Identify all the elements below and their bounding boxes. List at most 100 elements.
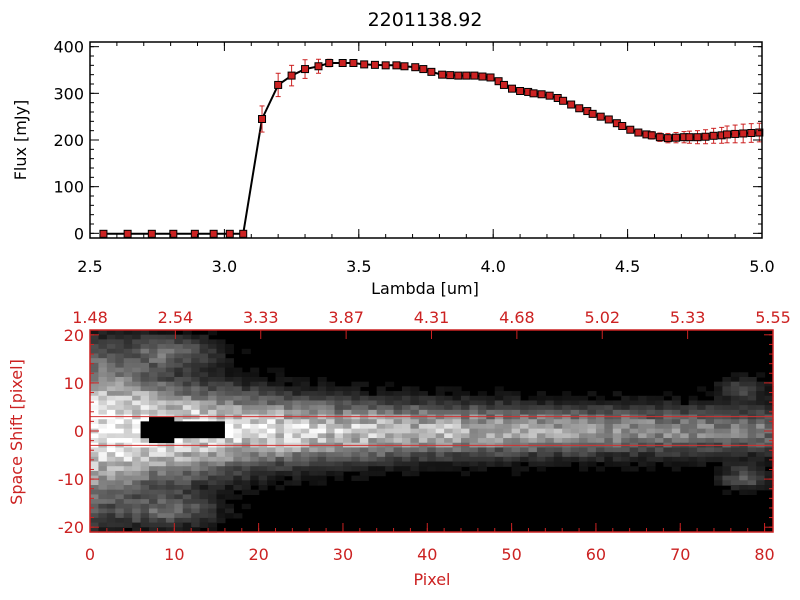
image-pixel — [562, 456, 572, 463]
image-pixel — [174, 348, 184, 355]
wavelength-top-tick-label: 3.87 — [328, 308, 364, 327]
image-pixel — [174, 517, 184, 524]
image-pixel — [469, 452, 479, 458]
image-pixel — [722, 428, 732, 434]
image-pixel — [747, 405, 757, 411]
image-pixel — [275, 447, 285, 453]
image-pixel — [747, 409, 757, 416]
image-pixel — [747, 447, 757, 453]
image-pixel — [342, 414, 352, 420]
image-pixel — [106, 494, 116, 500]
image-pixel — [250, 452, 260, 458]
image-pixel — [132, 480, 142, 486]
image-pixel — [461, 391, 471, 397]
image-pixel — [267, 414, 277, 420]
image-pixel — [562, 433, 572, 439]
image-pixel — [283, 452, 293, 458]
image-pixel — [199, 414, 209, 420]
image-pixel — [444, 433, 454, 439]
image-pixel — [536, 456, 546, 463]
image-pixel — [309, 475, 319, 481]
image-pixel — [486, 452, 496, 458]
spectrum-x-tick-label: 5.0 — [749, 257, 774, 276]
image-pixel — [562, 391, 572, 397]
image-pixel — [730, 428, 740, 434]
image-pixel — [469, 438, 479, 444]
image-pixel — [376, 470, 386, 477]
image-pixel — [216, 367, 226, 373]
image-pixel — [418, 447, 428, 453]
image-pixel — [106, 522, 116, 528]
image-pixel — [165, 348, 175, 355]
image-pixel — [730, 409, 740, 416]
image-pixel — [697, 452, 707, 458]
image-pixel — [730, 381, 740, 387]
image-pixel — [216, 376, 226, 383]
image-pixel — [275, 433, 285, 439]
image-pixel — [680, 452, 690, 458]
image-pixel — [115, 466, 125, 472]
image-pixel — [621, 438, 631, 444]
image-pixel — [309, 456, 319, 463]
image-pixel — [275, 400, 285, 406]
image-pixel — [747, 456, 757, 463]
image-pixel — [435, 466, 445, 472]
image-pixel — [646, 466, 656, 472]
image-pixel — [629, 409, 639, 416]
image-pixel — [545, 395, 555, 402]
image-pixel — [292, 480, 302, 486]
image-pixel — [132, 409, 142, 416]
image-pixel — [342, 409, 352, 416]
image-pixel — [140, 353, 150, 359]
image-pixel — [123, 447, 133, 453]
image-pixel — [241, 438, 251, 444]
image-pixel — [469, 419, 479, 425]
image-pixel — [376, 456, 386, 463]
image-pixel — [140, 489, 150, 496]
image-pixel — [241, 348, 251, 355]
flux-data-point — [647, 131, 656, 140]
image-pixel — [579, 414, 589, 420]
image-pixel — [638, 438, 648, 444]
image-pixel — [418, 452, 428, 458]
image-pixel — [587, 419, 597, 425]
image-pixel — [461, 414, 471, 420]
image-pixel — [250, 395, 260, 402]
image-pixel — [106, 508, 116, 514]
image-pixel — [747, 386, 757, 392]
image-pixel — [191, 438, 201, 444]
image-pixel — [140, 367, 150, 373]
flux-data-point — [486, 73, 495, 82]
image-pixel — [401, 447, 412, 453]
image-pixel — [663, 461, 673, 467]
image-pixel — [115, 503, 125, 510]
image-pixel — [756, 480, 766, 486]
image-pixel — [90, 447, 100, 453]
image-pixel — [157, 470, 167, 477]
image-pixel — [283, 400, 293, 406]
image-pixel — [182, 485, 192, 491]
image-pixel — [401, 409, 412, 416]
image-pixel — [123, 348, 133, 355]
image-pixel — [157, 527, 167, 533]
image-pixel — [477, 409, 487, 416]
image-pixel — [309, 470, 319, 477]
image-pixel — [722, 447, 732, 453]
image-pixel — [739, 461, 749, 467]
image-pixel — [174, 494, 184, 500]
image-pixel — [368, 438, 378, 444]
image-pixel — [106, 344, 116, 350]
image-pixel — [680, 405, 690, 411]
image-pixel — [351, 475, 361, 481]
image-pixel — [90, 367, 100, 373]
image-pixel — [98, 461, 108, 467]
image-pixel — [520, 466, 530, 472]
image-pixel — [275, 461, 285, 467]
image-pixel — [520, 400, 530, 406]
image-pixel — [98, 456, 108, 463]
image-pixel — [132, 334, 142, 340]
image-pixel — [216, 513, 226, 519]
image-pixel — [208, 452, 218, 458]
image-pixel — [511, 438, 521, 444]
image-pixel — [90, 381, 100, 387]
